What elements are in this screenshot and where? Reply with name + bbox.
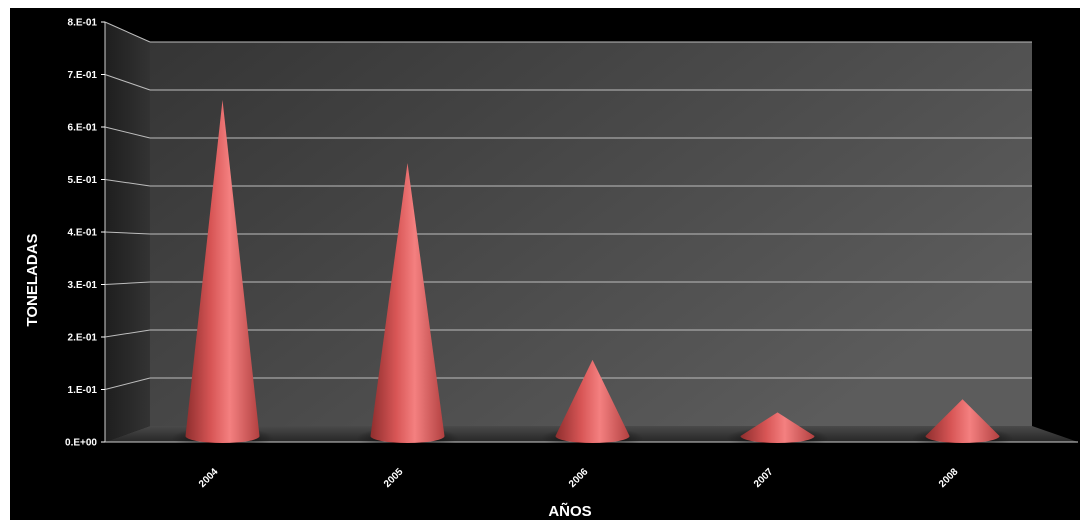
x-tick-label: 2005 xyxy=(382,466,406,490)
chart: 0.E+00 1.E-01 2.E-01 3.E-01 4.E-01 5.E-01 6.E-… xyxy=(10,8,1080,520)
y-tick-label: 1.E-01 xyxy=(68,385,98,396)
cone-2004 xyxy=(171,100,274,449)
y-tick-label: 2.E-01 xyxy=(68,333,98,344)
x-tick-label: 2006 xyxy=(567,466,591,490)
cone-body xyxy=(555,359,630,444)
gridline-side xyxy=(104,231,151,235)
x-tick-labels: 2004 2005 2006 2007 2008 xyxy=(197,466,961,490)
y-tick-labels: 0.E+00 1.E-01 2.E-01 3.E-01 4.E-01 5.E-01 6.E-… xyxy=(65,18,105,449)
cone-body xyxy=(370,163,445,444)
cone-chart-svg: 0.E+00 1.E-01 2.E-01 3.E-01 4.E-01 5.E-01 6.E-… xyxy=(24,18,1078,520)
cone-2006 xyxy=(541,359,644,449)
x-axis-title: AÑOS xyxy=(548,502,591,520)
x-tick-label: 2004 xyxy=(197,466,221,490)
cone-body xyxy=(185,100,260,444)
side-wall xyxy=(105,22,150,442)
x-tick-label: 2008 xyxy=(937,466,961,490)
gridline-side xyxy=(104,377,151,390)
cone-body xyxy=(740,412,815,444)
cones xyxy=(171,100,1014,449)
y-axis-title: TONELADAS xyxy=(24,233,41,326)
y-tick-label: 3.E-01 xyxy=(68,280,98,291)
gridline-side xyxy=(104,329,151,338)
gridline-side xyxy=(104,281,151,285)
y-tick-label: 7.E-01 xyxy=(68,70,98,81)
x-tick-label: 2007 xyxy=(752,466,776,490)
gridline-side xyxy=(104,126,151,139)
gridline-side xyxy=(104,179,151,187)
gridline-side xyxy=(104,21,151,43)
y-tick-label: 4.E-01 xyxy=(68,228,98,239)
gridline-side xyxy=(104,74,151,91)
cone-2008 xyxy=(911,399,1014,449)
y-tick-label: 5.E-01 xyxy=(68,175,98,186)
cone-2005 xyxy=(356,163,459,449)
y-tick-label: 8.E-01 xyxy=(68,18,98,29)
y-tick-label: 6.E-01 xyxy=(68,123,98,134)
cone-2007 xyxy=(726,412,829,449)
y-tick-label: 0.E+00 xyxy=(65,438,97,449)
cone-body xyxy=(925,399,1000,444)
